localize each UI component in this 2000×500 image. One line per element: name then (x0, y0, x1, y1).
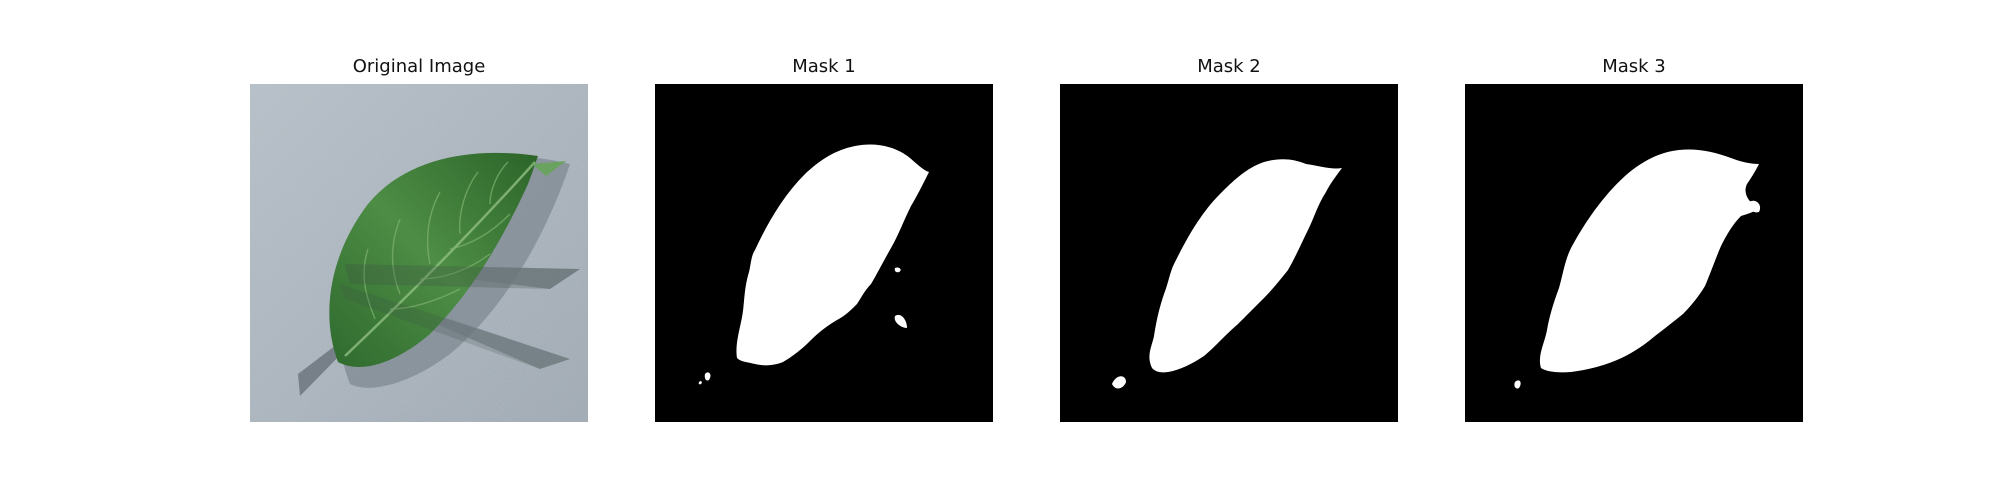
mask-blob (1112, 376, 1126, 389)
mask-blob (1514, 380, 1521, 389)
mask-2-title: Mask 2 (1197, 56, 1261, 77)
mask-2-image (1060, 84, 1398, 422)
leaf (329, 152, 538, 367)
leaf-midrib (344, 161, 536, 357)
mask-blob (894, 267, 901, 273)
mask-1-title: Mask 1 (792, 56, 856, 77)
original-image-title: Original Image (352, 56, 486, 77)
mask-blob (698, 381, 702, 385)
mask-1-image (655, 84, 993, 422)
mask-blob (704, 372, 711, 381)
original-image (250, 84, 588, 422)
mask-blob (894, 314, 907, 328)
leaf-stem (532, 161, 566, 176)
mask-3-title: Mask 3 (1602, 56, 1666, 77)
mask-3-image (1465, 84, 1803, 422)
mask-region (736, 144, 929, 366)
mask-region (1149, 159, 1342, 373)
mask-blob (1748, 200, 1761, 213)
mask-region (1539, 149, 1759, 373)
spike-overlay-1 (345, 264, 580, 289)
spike-overlay-2 (340, 284, 570, 369)
leaf-veins (363, 161, 511, 320)
